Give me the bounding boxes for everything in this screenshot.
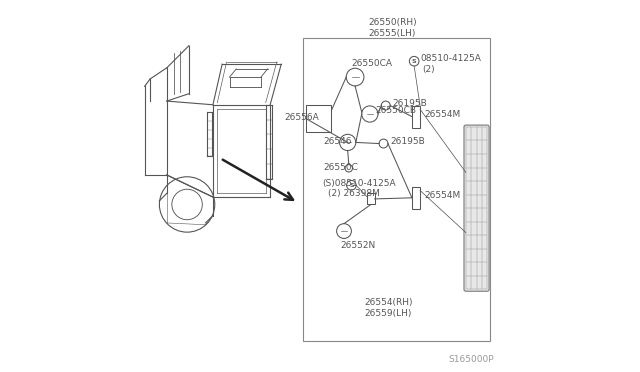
Text: 26546: 26546 bbox=[324, 137, 352, 146]
Text: 26550CA: 26550CA bbox=[351, 58, 392, 68]
Text: 26550C: 26550C bbox=[323, 163, 358, 172]
Text: 26554(RH): 26554(RH) bbox=[364, 298, 413, 307]
Text: S165000P: S165000P bbox=[448, 355, 493, 364]
FancyBboxPatch shape bbox=[464, 125, 489, 291]
Text: 26550CB: 26550CB bbox=[376, 106, 417, 115]
Text: 08510-4125A: 08510-4125A bbox=[420, 54, 482, 64]
Text: 26195B: 26195B bbox=[390, 137, 425, 146]
Text: (S)08510-4125A: (S)08510-4125A bbox=[322, 179, 396, 188]
Text: 26554M: 26554M bbox=[424, 110, 460, 119]
Text: 26554M: 26554M bbox=[424, 192, 460, 201]
Text: 26556A: 26556A bbox=[284, 113, 319, 122]
Bar bbox=[412, 106, 420, 128]
Text: S: S bbox=[412, 59, 417, 64]
Bar bbox=[303, 38, 490, 341]
Bar bbox=[307, 105, 332, 132]
Text: 26195B: 26195B bbox=[392, 99, 427, 108]
Text: 26559(LH): 26559(LH) bbox=[364, 309, 412, 318]
Bar bbox=[412, 187, 420, 209]
Text: S: S bbox=[349, 183, 354, 188]
Text: (2): (2) bbox=[422, 65, 435, 74]
Text: 26555(LH): 26555(LH) bbox=[369, 29, 416, 38]
Text: 26552N: 26552N bbox=[340, 241, 376, 250]
Text: 26550(RH): 26550(RH) bbox=[369, 18, 417, 27]
Text: (2) 26398M: (2) 26398M bbox=[328, 189, 380, 198]
Bar bbox=[367, 193, 374, 205]
